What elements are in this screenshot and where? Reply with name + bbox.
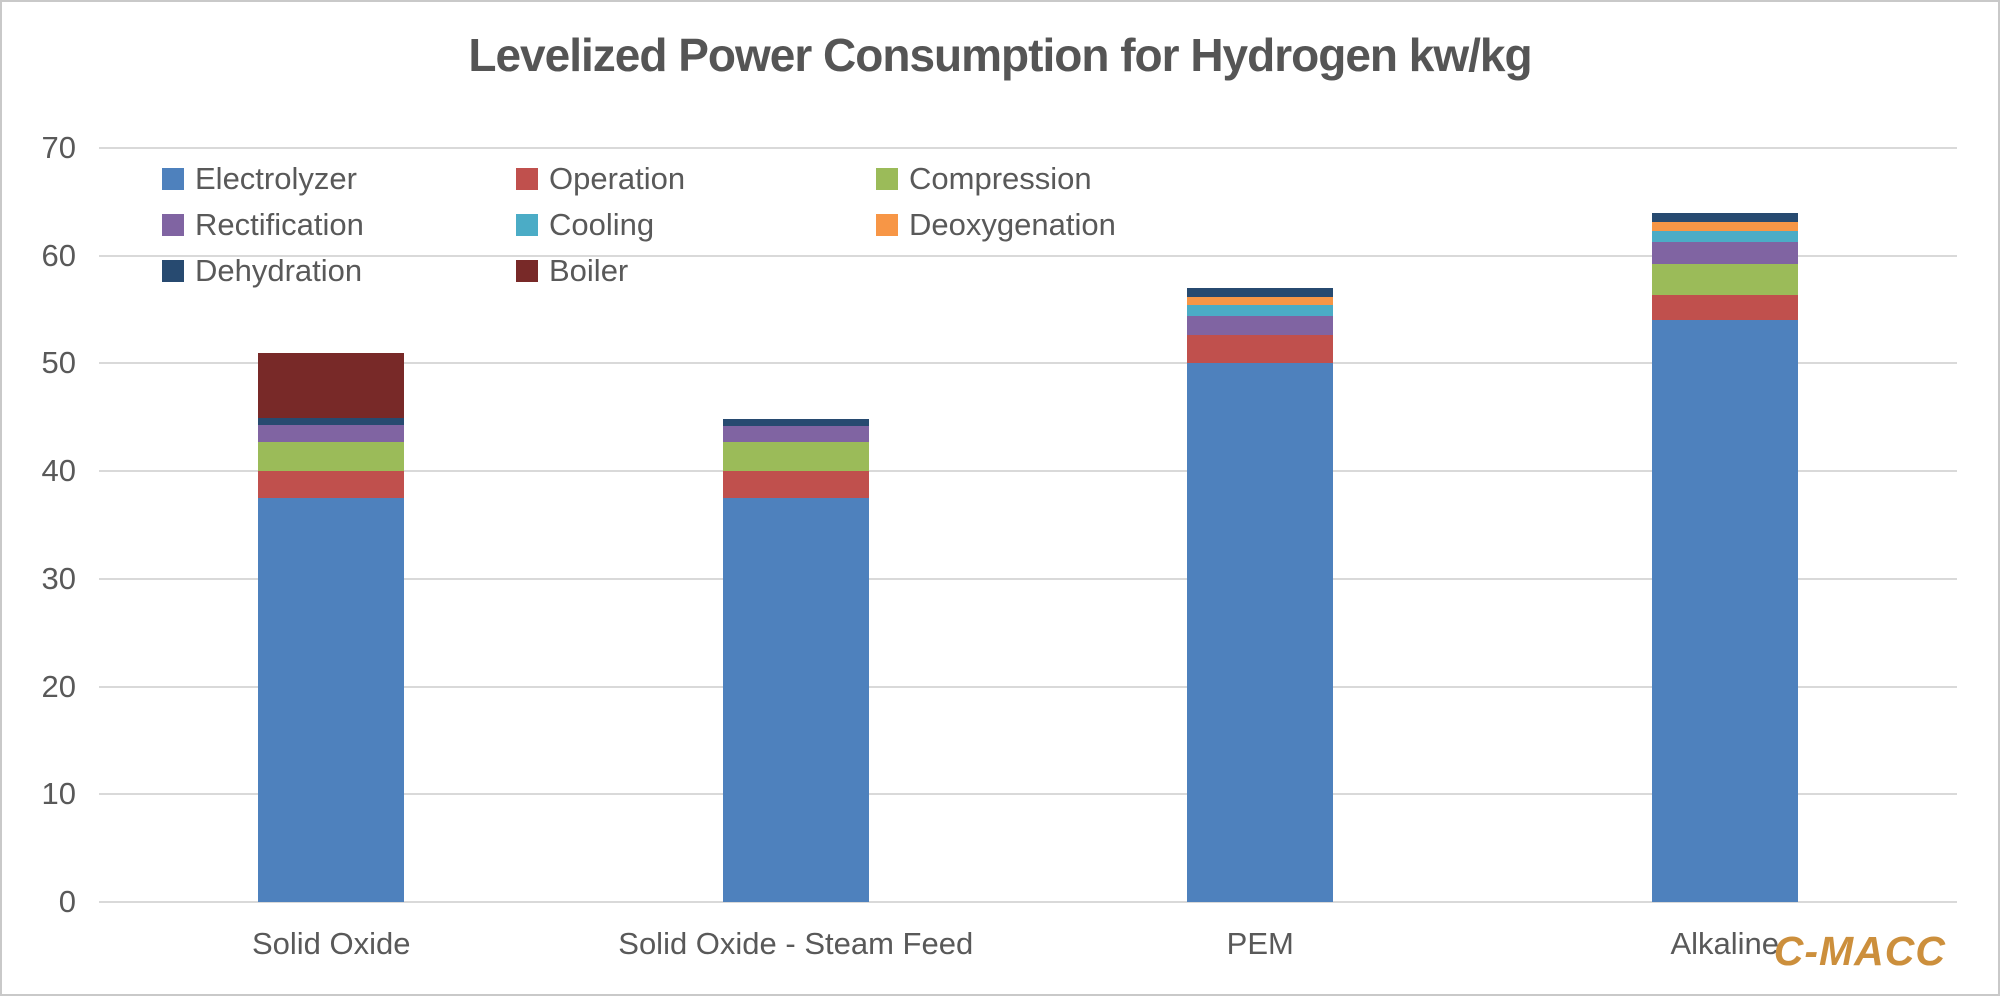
legend-label: Rectification xyxy=(195,207,364,242)
bar-segment-deoxygenation xyxy=(1651,222,1798,231)
legend-item-deoxygenation: Deoxygenation xyxy=(876,207,1306,243)
gridline xyxy=(99,577,1957,580)
bar-segment-dehydration xyxy=(1187,288,1334,297)
y-tick-label: 40 xyxy=(41,453,76,489)
legend-label: Dehydration xyxy=(195,253,363,288)
gridline xyxy=(99,147,1957,149)
gridline xyxy=(99,470,1957,473)
y-tick-label: 70 xyxy=(41,130,76,165)
legend-label: Boiler xyxy=(549,253,629,288)
bar-segment-compression xyxy=(1651,264,1798,295)
y-tick-label: 20 xyxy=(41,668,76,704)
legend: Electrolyzer Operation Compression Rectific… xyxy=(162,156,1306,294)
bar-segment-electrolyzer xyxy=(722,498,869,902)
legend-label: Compression xyxy=(909,161,1092,196)
gridline xyxy=(99,362,1957,365)
bar-segment-rectification xyxy=(722,425,869,443)
legend-label: Electrolyzer xyxy=(195,161,357,196)
legend-label: Deoxygenation xyxy=(909,207,1116,242)
gridline xyxy=(99,793,1957,796)
x-tick-label: Alkaline xyxy=(1670,926,1780,961)
legend-swatch-icon xyxy=(516,214,538,236)
bar-segment-cooling xyxy=(1651,230,1798,242)
bar-solid-oxide xyxy=(258,148,405,902)
legend-item-dehydration: Dehydration xyxy=(162,253,516,289)
legend-swatch-icon xyxy=(162,168,184,190)
bar-segment-rectification xyxy=(1651,241,1798,265)
y-tick-label: 60 xyxy=(41,237,76,273)
y-tick-label: 30 xyxy=(41,560,76,596)
brand-logo: C-MACC xyxy=(1773,928,1946,974)
bar-segment-boiler xyxy=(258,352,405,419)
legend-swatch-icon xyxy=(162,214,184,236)
bar-segment-rectification xyxy=(1187,316,1334,336)
bar-segment-compression xyxy=(258,442,405,472)
y-tick-label: 0 xyxy=(58,884,76,919)
bar-segment-dehydration xyxy=(1651,212,1798,223)
x-tick-label: Solid Oxide - Steam Feed xyxy=(618,926,974,961)
legend-item-compression: Compression xyxy=(876,161,1306,197)
legend-label: Operation xyxy=(549,161,686,196)
legend-label: Cooling xyxy=(549,207,655,242)
legend-item-electrolyzer: Electrolyzer xyxy=(162,161,516,197)
chart-title: Levelized Power Consumption for Hydrogen… xyxy=(468,29,1532,81)
plot-area xyxy=(99,147,1957,903)
bar-segment-dehydration xyxy=(722,419,869,426)
bar-pem xyxy=(1187,148,1334,902)
bar-segment-operation xyxy=(722,471,869,499)
bar-segment-operation xyxy=(1187,335,1334,364)
y-tick-label: 10 xyxy=(41,776,76,812)
legend-swatch-icon xyxy=(876,168,898,190)
legend-swatch-icon xyxy=(516,260,538,282)
bar-segment-operation xyxy=(1651,294,1798,321)
x-tick-label: PEM xyxy=(1226,926,1294,961)
bar-segment-electrolyzer xyxy=(1187,363,1334,902)
bar-segment-electrolyzer xyxy=(1651,320,1798,902)
y-axis: 0 10 20 30 40 50 60 70 xyxy=(2,132,76,918)
legend-swatch-icon xyxy=(876,214,898,236)
gridline xyxy=(99,685,1957,688)
x-tick-label: Solid Oxide xyxy=(251,926,411,961)
bar-segment-dehydration xyxy=(258,418,405,425)
bar-alkaline xyxy=(1651,148,1798,902)
gridline xyxy=(99,901,1957,903)
legend-item-cooling: Cooling xyxy=(516,207,876,243)
legend-swatch-icon xyxy=(516,168,538,190)
bar-solid-oxide-steam-feed xyxy=(722,148,869,902)
x-axis: Solid Oxide Solid Oxide - Steam Feed PEM Al… xyxy=(99,926,1957,970)
bar-segment-operation xyxy=(258,471,405,499)
bar-segment-deoxygenation xyxy=(1187,296,1334,306)
legend-swatch-icon xyxy=(162,260,184,282)
y-tick-label: 50 xyxy=(41,345,76,381)
bar-segment-electrolyzer xyxy=(258,498,405,902)
bar-segment-compression xyxy=(722,442,869,472)
legend-item-boiler: Boiler xyxy=(516,253,876,289)
bar-segment-cooling xyxy=(1187,305,1334,317)
legend-item-operation: Operation xyxy=(516,161,876,197)
bar-segment-rectification xyxy=(258,424,405,443)
legend-item-rectification: Rectification xyxy=(162,207,516,243)
gridline xyxy=(99,254,1957,257)
